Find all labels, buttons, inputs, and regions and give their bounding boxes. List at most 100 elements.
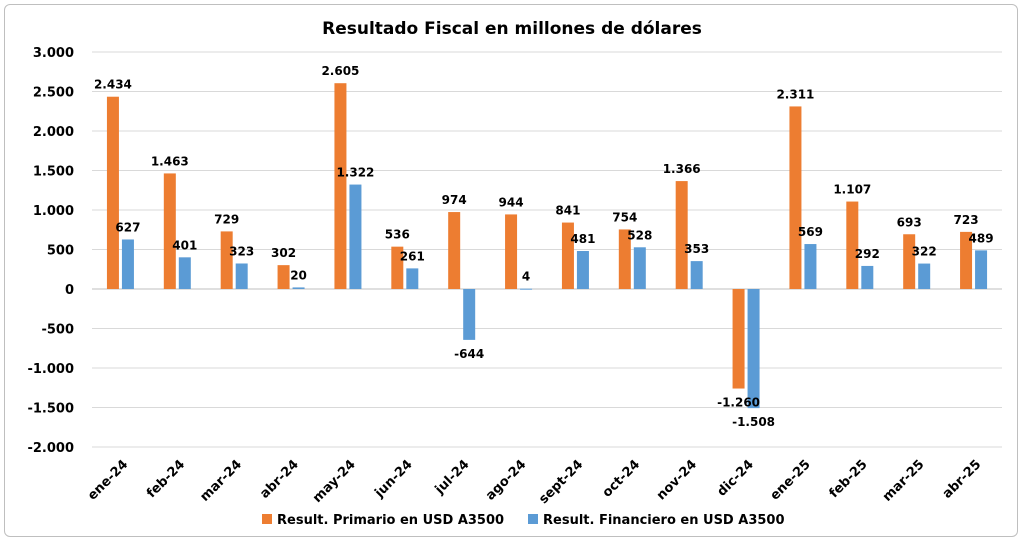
x-tick-label: ene-24 <box>85 457 131 503</box>
x-tick-label: dic-24 <box>714 457 756 499</box>
bar-financiero <box>576 251 589 289</box>
data-label-primario: 2.605 <box>321 64 359 78</box>
x-tick-label: oct-24 <box>600 457 643 500</box>
chart-title: Resultado Fiscal en millones de dólares <box>322 19 702 39</box>
y-tick-label: 1.500 <box>33 165 74 180</box>
data-label-financiero: 20 <box>290 268 307 282</box>
data-label-primario: 2.434 <box>94 78 132 92</box>
x-axis: ene-24 feb-24 mar-24 abr-24 may-24 jun-24 jul-… <box>85 457 984 507</box>
data-label-financiero: 627 <box>115 220 140 234</box>
bar-financiero <box>975 250 988 289</box>
data-label-primario: 302 <box>271 246 296 260</box>
bar-primario <box>106 96 119 290</box>
bar-financiero <box>463 289 476 340</box>
x-tick-label: nov-24 <box>654 457 700 503</box>
legend: Result. Primario en USD A3500 Result. Fi… <box>262 513 785 528</box>
bar-primario <box>675 181 688 289</box>
y-tick-label: 2.500 <box>33 86 74 101</box>
bar-financiero <box>918 263 931 289</box>
y-tick-label: 2.000 <box>33 125 74 140</box>
data-label-financiero: 569 <box>798 225 823 239</box>
y-tick-label: 1.000 <box>33 204 74 219</box>
bar-financiero <box>633 247 646 289</box>
legend-swatch-primario <box>262 514 272 524</box>
bar-primario <box>789 106 802 289</box>
bar-primario <box>618 229 631 289</box>
bar-financiero <box>292 287 305 289</box>
bar-financiero <box>406 268 419 289</box>
bar-primario <box>732 289 745 389</box>
bar-primario <box>505 214 518 289</box>
bar-financiero <box>178 257 191 289</box>
data-label-primario: 729 <box>214 212 239 226</box>
bars <box>106 83 988 409</box>
data-label-financiero: 528 <box>627 228 652 242</box>
y-axis: 3.000 2.500 2.000 1.500 1.000 500 0 -500 -1.000 -… <box>27 46 74 456</box>
bar-financiero <box>690 261 703 289</box>
bar-financiero <box>804 244 817 289</box>
x-tick-label: abr-25 <box>940 457 985 502</box>
data-label-financiero: 353 <box>684 242 709 256</box>
data-label-primario: 1.366 <box>663 162 701 176</box>
data-label-financiero: 489 <box>969 231 994 245</box>
data-label-financiero: -644 <box>454 347 484 361</box>
data-label-financiero: -1.508 <box>732 415 775 429</box>
x-tick-label: mar-25 <box>880 457 928 505</box>
y-tick-label: -1.500 <box>27 402 74 417</box>
bar-primario <box>334 83 347 289</box>
bar-financiero <box>520 288 533 290</box>
data-label-financiero: 322 <box>912 245 937 259</box>
x-tick-label: feb-24 <box>144 457 188 501</box>
x-tick-label: ene-25 <box>768 457 814 503</box>
y-tick-label: -500 <box>41 323 74 338</box>
data-label-primario: 723 <box>954 213 979 227</box>
legend-swatch-financiero <box>528 514 538 524</box>
bar-financiero <box>861 265 874 289</box>
data-label-financiero: 292 <box>855 247 880 261</box>
y-tick-label: -1.000 <box>27 362 74 377</box>
bar-financiero <box>235 263 248 289</box>
data-label-primario: 693 <box>897 215 922 229</box>
legend-label-primario: Result. Primario en USD A3500 <box>277 513 504 528</box>
x-tick-label: sept-24 <box>536 457 586 507</box>
y-tick-label: 3.000 <box>33 46 74 61</box>
bar-financiero <box>121 239 134 289</box>
y-tick-label: 500 <box>47 244 74 259</box>
data-label-primario: 841 <box>555 204 580 218</box>
y-tick-label: 0 <box>65 283 74 298</box>
data-label-financiero: 261 <box>400 249 425 263</box>
bar-primario <box>561 222 574 289</box>
x-tick-label: jun-24 <box>371 457 415 501</box>
bar-primario <box>391 246 404 289</box>
bar-financiero <box>349 184 362 289</box>
data-labels: 2.434 627 1.463 401 729 323 302 20 2.605 1.322 536… <box>94 64 994 429</box>
y-tick-label: -2.000 <box>27 441 74 456</box>
bar-financiero <box>747 289 760 409</box>
data-label-financiero: 1.322 <box>336 166 374 180</box>
data-label-primario: 1.107 <box>833 183 871 197</box>
data-label-primario: 974 <box>442 193 467 207</box>
data-label-primario: 2.311 <box>776 87 814 101</box>
bar-primario <box>220 231 233 289</box>
legend-label-financiero: Result. Financiero en USD A3500 <box>543 513 785 528</box>
x-tick-label: jul-24 <box>432 457 473 498</box>
data-label-primario: 1.463 <box>151 154 189 168</box>
bar-primario <box>277 265 290 289</box>
data-label-primario: 754 <box>612 210 637 224</box>
data-label-primario: 536 <box>385 228 410 242</box>
x-tick-label: ago-24 <box>483 457 529 503</box>
x-tick-label: feb-25 <box>827 457 871 501</box>
bar-primario <box>903 234 916 289</box>
data-label-primario: 944 <box>499 195 524 209</box>
bar-primario <box>448 212 461 289</box>
x-tick-label: may-24 <box>310 457 359 506</box>
bar-primario <box>163 173 176 289</box>
data-label-financiero: 4 <box>522 270 530 284</box>
data-label-primario: -1.260 <box>717 396 760 410</box>
data-label-financiero: 323 <box>229 244 254 258</box>
data-label-financiero: 401 <box>172 238 197 252</box>
bar-primario <box>846 201 859 289</box>
bar-primario <box>960 231 973 289</box>
x-tick-label: abr-24 <box>257 457 302 502</box>
